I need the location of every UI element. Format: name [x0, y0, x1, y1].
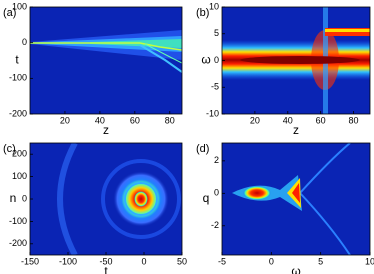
x-tick-label: -5 [218, 256, 226, 266]
panel-label: (d) [196, 143, 209, 155]
x-axis-label: t [104, 264, 108, 274]
x-tick-label: 20 [60, 115, 70, 125]
y-tick-label: -10 [206, 108, 219, 118]
y-tick-label: -2 [211, 220, 219, 230]
heatmap-b [222, 7, 370, 114]
panel-label: (a) [3, 7, 16, 19]
y-tick-label: -200 [9, 238, 27, 248]
x-axis-label: z [293, 123, 299, 137]
y-tick-label: 100 [12, 171, 27, 181]
x-tick-label: 0 [141, 256, 146, 266]
x-tick-label: 80 [165, 115, 175, 125]
x-tick-label: 40 [95, 115, 105, 125]
plot-frame [221, 142, 371, 256]
y-tick-label: 0 [214, 188, 219, 198]
y-tick-label: 0 [214, 55, 219, 65]
plot-frame [29, 6, 183, 115]
x-tick-label: 40 [283, 115, 293, 125]
x-tick-label: 10 [365, 256, 374, 266]
y-tick-label: -100 [9, 73, 27, 83]
y-tick-label: 200 [12, 149, 27, 159]
x-tick-label: -50 [99, 256, 112, 266]
x-tick-label: -150 [21, 256, 39, 266]
y-tick-label: -5 [211, 82, 219, 92]
y-tick-label: -100 [9, 216, 27, 226]
x-tick-label: 20 [250, 115, 260, 125]
y-tick-label: 100 [12, 1, 27, 11]
x-tick-label: 5 [318, 256, 323, 266]
y-tick-label: 2 [214, 155, 219, 165]
y-tick-label: 10 [209, 1, 219, 11]
y-axis-label: t [15, 53, 19, 67]
x-tick-label: -100 [59, 256, 77, 266]
y-tick-label: 5 [214, 28, 219, 38]
x-axis-label: z [103, 123, 109, 137]
y-axis-label: q [203, 191, 210, 205]
x-tick-label: 0 [269, 256, 274, 266]
y-tick-label: 0 [22, 193, 27, 203]
x-axis-label: ω [291, 264, 300, 274]
heatmap-d [222, 143, 370, 255]
heatmap-c [30, 143, 182, 255]
y-axis-label: n [10, 191, 17, 205]
x-tick-label: 80 [349, 115, 359, 125]
x-tick-label: 60 [130, 115, 140, 125]
x-tick-label: 50 [177, 256, 187, 266]
heatmap-a [30, 7, 182, 114]
y-tick-label: 0 [22, 37, 27, 47]
panel-label: (c) [3, 143, 16, 155]
y-tick-label: -200 [9, 108, 27, 118]
x-tick-label: 60 [316, 115, 326, 125]
y-axis-label: ω [201, 53, 210, 67]
panel-label: (b) [196, 7, 209, 19]
